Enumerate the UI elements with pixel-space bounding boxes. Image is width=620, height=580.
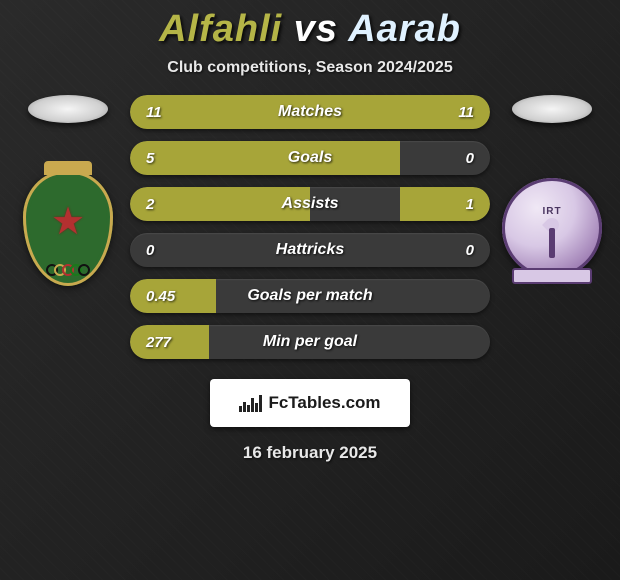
- brand-box[interactable]: FcTables.com: [210, 379, 410, 427]
- player2-name: Aarab: [348, 8, 461, 50]
- team-badge-left: ★: [18, 163, 118, 293]
- stat-value-right: 1: [466, 196, 474, 213]
- stat-value-right: 0: [466, 150, 474, 167]
- stat-value-right: 11: [458, 104, 474, 121]
- left-column: ★: [14, 95, 122, 293]
- stat-value-left: 11: [146, 104, 162, 121]
- stat-label: Matches: [278, 103, 342, 121]
- stats-list: 11 11 Matches 5 0 Goals 2 1 Assists 0 0 Hattricks 0.…: [130, 95, 490, 359]
- player1-name: Alfahli: [159, 8, 282, 50]
- right-column: IRT: [498, 95, 606, 293]
- subtitle: Club competitions, Season 2024/2025: [0, 59, 620, 77]
- brand-text: FcTables.com: [268, 393, 380, 413]
- round-badge-icon: IRT: [502, 178, 602, 278]
- stat-row: 277 Min per goal: [130, 325, 490, 359]
- stat-row: 2 1 Assists: [130, 187, 490, 221]
- stat-label: Assists: [282, 195, 339, 213]
- date-text: 16 february 2025: [0, 443, 620, 463]
- crown-icon: [44, 161, 92, 175]
- stat-value-left: 0.45: [146, 288, 175, 305]
- comparison-content: ★ 11 11 Matches 5 0 Goals 2 1 Assists 0 0 Hattricks…: [0, 77, 620, 359]
- stat-label: Hattricks: [276, 241, 344, 259]
- vs-text: vs: [294, 8, 338, 50]
- disc-icon-right: [512, 95, 592, 123]
- stat-value-left: 5: [146, 150, 154, 167]
- badge-text: IRT: [542, 206, 561, 217]
- stat-bar-left: [130, 141, 400, 175]
- stat-row: 11 11 Matches: [130, 95, 490, 129]
- shield-icon: ★: [23, 171, 113, 286]
- stat-value-right: 0: [466, 242, 474, 259]
- stat-label: Min per goal: [263, 333, 357, 351]
- stat-value-left: 0: [146, 242, 154, 259]
- fctables-logo-icon: [239, 394, 262, 412]
- stat-label: Goals per match: [247, 287, 372, 305]
- team-badge-right: IRT: [502, 163, 602, 293]
- rings-icon: [48, 264, 88, 276]
- stat-row: 0.45 Goals per match: [130, 279, 490, 313]
- stat-value-left: 2: [146, 196, 154, 213]
- banner-icon: [512, 268, 592, 284]
- stat-row: 5 0 Goals: [130, 141, 490, 175]
- stat-bar-right: [400, 187, 490, 221]
- stat-label: Goals: [288, 149, 332, 167]
- torch-icon: [549, 228, 555, 258]
- disc-icon-left: [28, 95, 108, 123]
- header: Alfahli vs Aarab Club competitions, Seas…: [0, 0, 620, 77]
- page-title: Alfahli vs Aarab: [0, 8, 620, 51]
- stat-value-left: 277: [146, 334, 171, 351]
- stat-row: 0 0 Hattricks: [130, 233, 490, 267]
- star-icon: ★: [51, 199, 85, 244]
